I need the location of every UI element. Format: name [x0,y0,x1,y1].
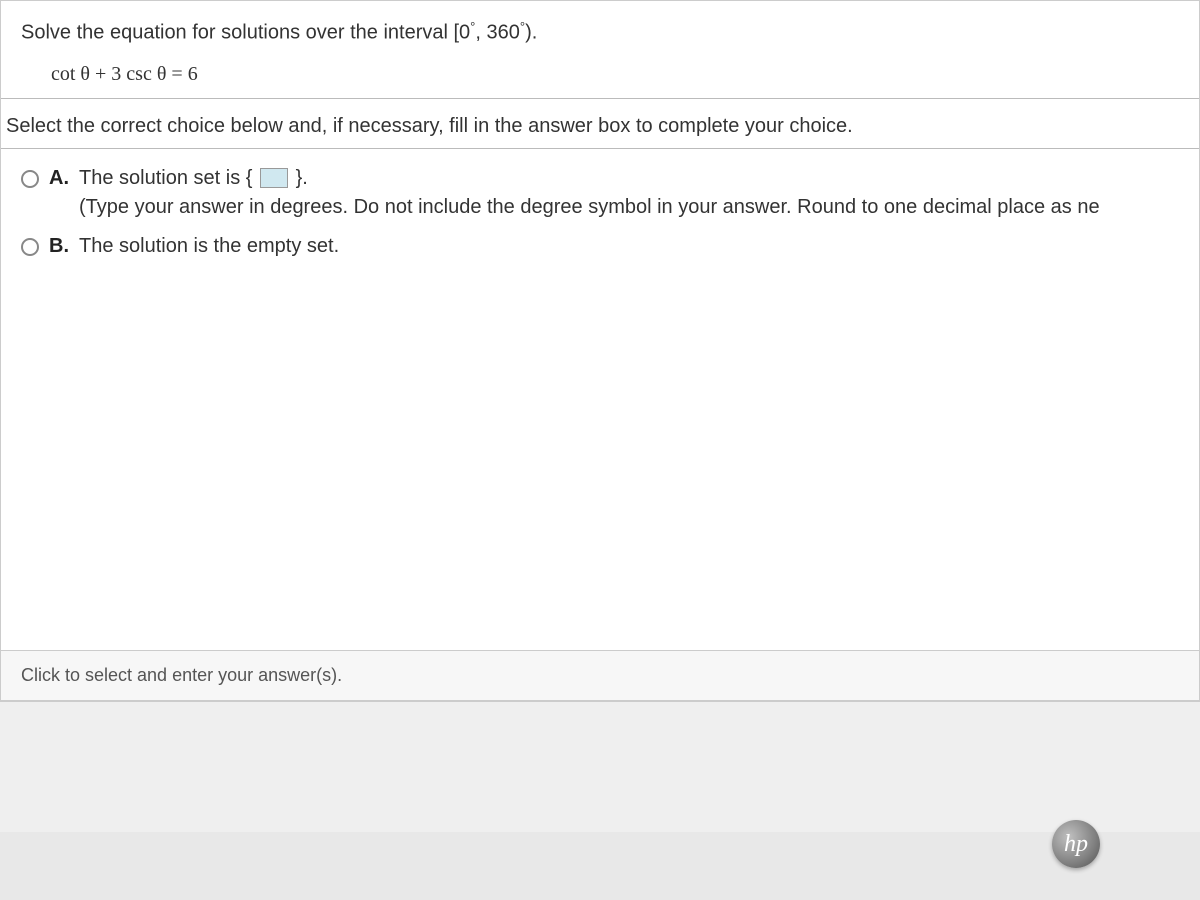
question-section: Solve the equation for solutions over th… [1,1,1199,98]
prompt-end: ). [525,22,537,44]
choice-a-content: The solution set is { }. (Type your answ… [79,167,1199,219]
choice-b-row[interactable]: B. The solution is the empty set. [21,231,1199,262]
choice-a-answer-input[interactable] [260,168,288,188]
choice-a-text-after: }. [296,167,308,189]
choice-a-radio[interactable] [21,170,39,188]
prompt-suffix: , 360 [475,22,519,44]
choice-a-label: A. [49,167,71,190]
choice-b-label: B. [49,235,71,258]
prompt-prefix: Solve the equation for solutions over th… [21,22,470,44]
footer-hint: Click to select and enter your answer(s)… [1,650,1199,701]
choice-a-hint: (Type your answer in degrees. Do not inc… [79,196,1199,219]
choice-a-row[interactable]: A. The solution set is { }. (Type your a… [21,163,1199,223]
below-footer-area [0,702,1200,832]
question-prompt: Solve the equation for solutions over th… [21,19,1179,45]
choice-a-text-before: The solution set is { [79,167,252,189]
instruction-text: Select the correct choice below and, if … [1,99,1199,148]
content-spacer [1,270,1199,650]
question-panel: Solve the equation for solutions over th… [0,0,1200,702]
hp-logo-icon: hp [1052,820,1100,868]
choice-b-text: The solution is the empty set. [79,235,1199,258]
choice-b-content: The solution is the empty set. [79,235,1199,258]
choice-b-radio[interactable] [21,238,39,256]
choice-a-text: The solution set is { }. [79,167,1199,190]
choices-area: A. The solution set is { }. (Type your a… [1,149,1199,262]
equation-line: cot θ + 3 csc θ = 6 [21,63,1179,86]
